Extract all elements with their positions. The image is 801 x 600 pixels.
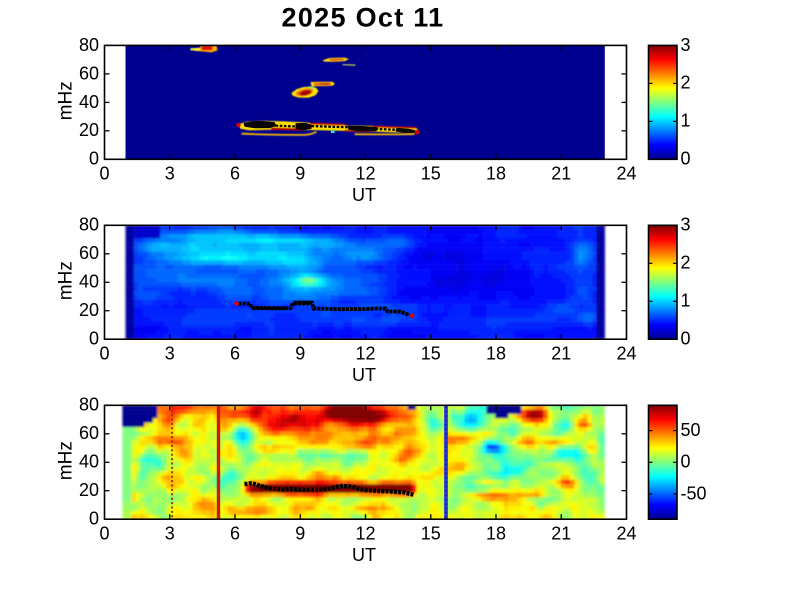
svg-text:1: 1 [681, 291, 691, 311]
svg-text:15: 15 [421, 344, 441, 364]
svg-text:20: 20 [79, 300, 99, 320]
svg-text:40: 40 [79, 92, 99, 112]
svg-text:24: 24 [616, 344, 636, 364]
svg-text:0: 0 [89, 329, 99, 349]
svg-text:60: 60 [79, 243, 99, 263]
svg-text:UT: UT [352, 545, 376, 565]
svg-text:9: 9 [295, 164, 305, 184]
svg-text:40: 40 [79, 272, 99, 292]
svg-text:3: 3 [165, 344, 175, 364]
svg-text:80: 80 [79, 395, 99, 415]
svg-text:24: 24 [616, 524, 636, 544]
svg-text:0: 0 [99, 164, 109, 184]
svg-text:2: 2 [681, 253, 691, 273]
svg-text:20: 20 [79, 120, 99, 140]
svg-text:21: 21 [551, 164, 571, 184]
svg-text:UT: UT [352, 365, 376, 385]
svg-text:40: 40 [79, 452, 99, 472]
svg-text:0: 0 [681, 452, 691, 472]
svg-text:2025 Oct 11: 2025 Oct 11 [282, 3, 445, 33]
svg-text:60: 60 [79, 423, 99, 443]
svg-text:3: 3 [165, 164, 175, 184]
svg-text:21: 21 [551, 344, 571, 364]
svg-text:21: 21 [551, 524, 571, 544]
svg-text:80: 80 [79, 35, 99, 55]
svg-text:0: 0 [99, 524, 109, 544]
svg-text:9: 9 [295, 524, 305, 544]
svg-text:3: 3 [681, 215, 691, 235]
svg-text:60: 60 [79, 63, 99, 83]
svg-text:18: 18 [486, 524, 506, 544]
svg-text:50: 50 [681, 420, 701, 440]
svg-text:12: 12 [355, 524, 375, 544]
svg-text:18: 18 [486, 344, 506, 364]
svg-text:2: 2 [681, 73, 691, 93]
svg-text:-50: -50 [681, 483, 707, 503]
svg-text:15: 15 [421, 524, 441, 544]
svg-text:0: 0 [89, 149, 99, 169]
svg-text:0: 0 [681, 329, 691, 349]
svg-text:mHz: mHz [56, 441, 77, 480]
svg-text:80: 80 [79, 215, 99, 235]
svg-text:0: 0 [681, 149, 691, 169]
svg-text:18: 18 [486, 164, 506, 184]
svg-text:6: 6 [230, 164, 240, 184]
svg-text:0: 0 [89, 509, 99, 529]
svg-text:9: 9 [295, 344, 305, 364]
svg-text:12: 12 [355, 344, 375, 364]
svg-text:1: 1 [681, 111, 691, 131]
svg-text:20: 20 [79, 480, 99, 500]
svg-text:3: 3 [165, 524, 175, 544]
svg-text:mHz: mHz [56, 261, 77, 300]
svg-text:0: 0 [99, 344, 109, 364]
svg-text:6: 6 [230, 524, 240, 544]
svg-text:UT: UT [352, 185, 376, 205]
svg-text:24: 24 [616, 164, 636, 184]
svg-text:mHz: mHz [56, 81, 77, 120]
svg-text:15: 15 [421, 164, 441, 184]
svg-text:6: 6 [230, 344, 240, 364]
svg-text:12: 12 [355, 164, 375, 184]
svg-text:3: 3 [681, 35, 691, 55]
